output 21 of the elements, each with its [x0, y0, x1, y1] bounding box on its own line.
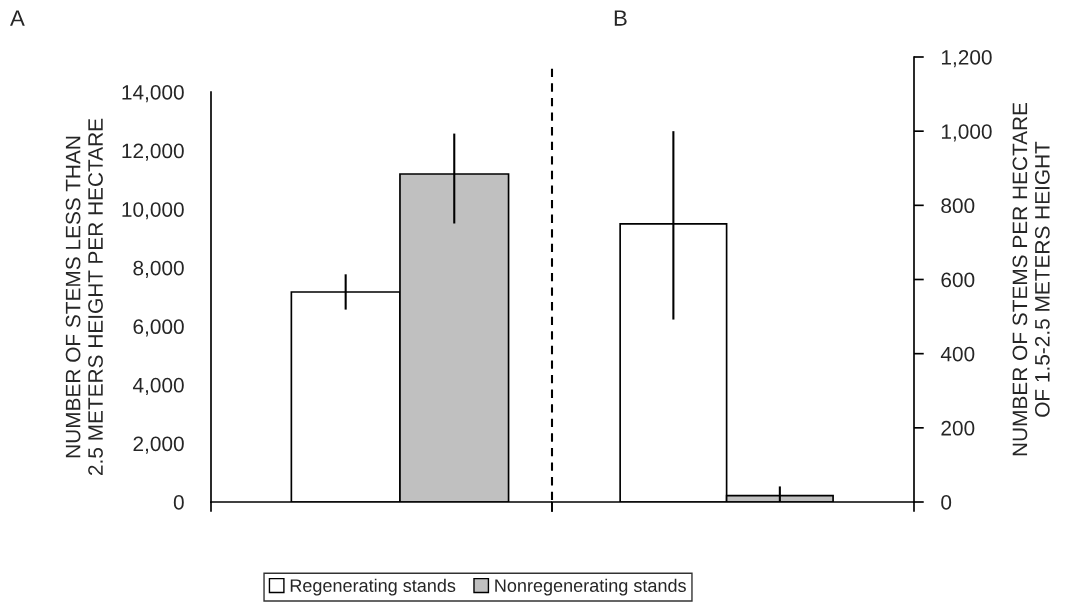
legend-label: Regenerating stands	[290, 578, 456, 596]
y-tick-label: 6,000	[133, 319, 184, 337]
y-tick-label: 4,000	[132, 377, 184, 396]
y-tick-label: 12,000	[122, 143, 184, 161]
y-axis-title: NUMBER OF STEMS PER HECTARE OF 1.5-2.5 METERS HEIGHT	[1012, 102, 1050, 456]
y-tick-label: 14,000	[122, 85, 184, 103]
legend-label: Nonregenerating stands	[495, 578, 686, 596]
y-tick-label: 1,200	[941, 50, 992, 68]
text: A	[10, 10, 25, 26]
y-tick-label: 0	[941, 495, 952, 510]
chart-title: B	[614, 10, 627, 26]
y-tick-label: 800	[941, 198, 975, 214]
y-tick-label: 8,000	[133, 260, 184, 278]
y-tick-label: 600	[941, 272, 975, 288]
y-axis-title: NUMBER OF STEMS LESS THAN 2.5 METERS HEIGHT PER HECTARE	[65, 118, 103, 476]
y-tick-label: 10,000	[122, 202, 184, 220]
y-tick-label: 400	[940, 346, 975, 362]
y-tick-label: 1,000	[941, 124, 992, 142]
y-tick-label: 2,000	[133, 436, 184, 454]
y-tick-label: 200	[941, 420, 975, 436]
y-tick-label: 0	[173, 495, 184, 510]
